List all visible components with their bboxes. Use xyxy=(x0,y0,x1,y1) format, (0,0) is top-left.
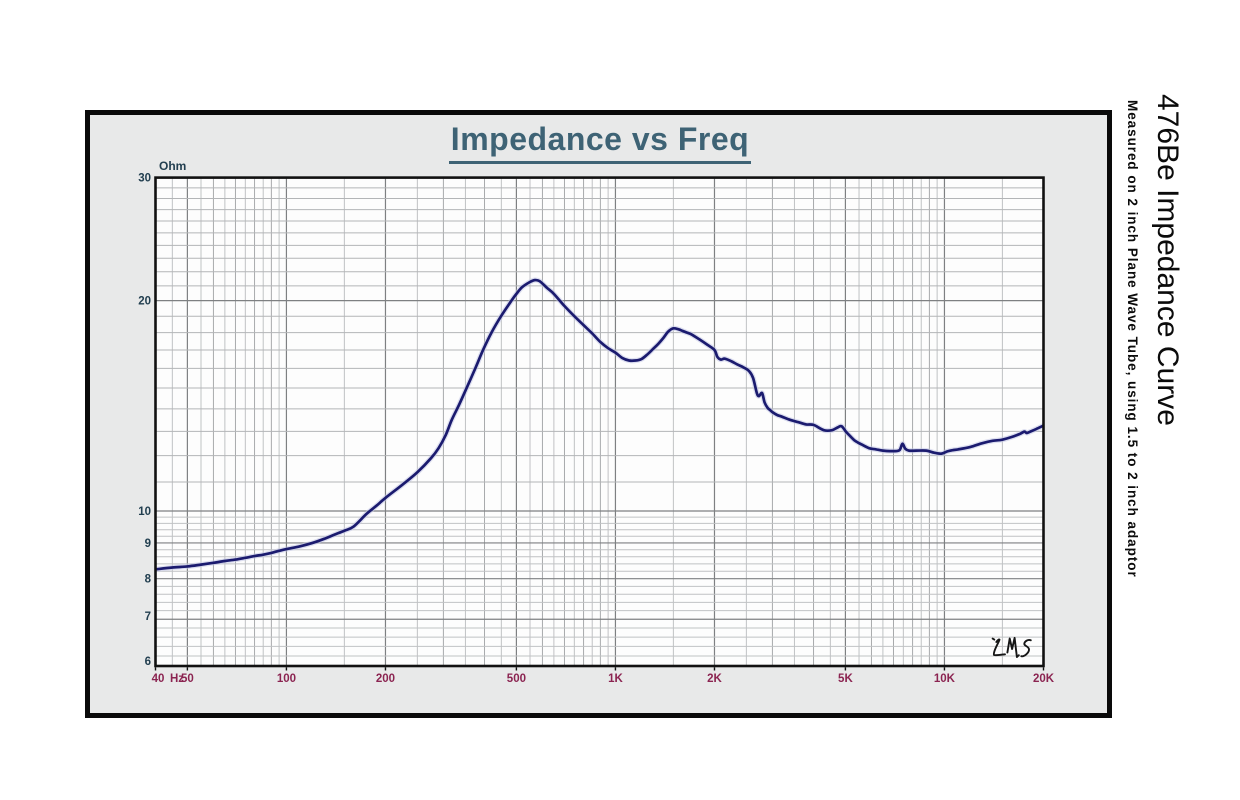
x-tick-label-20K: 20K xyxy=(1033,673,1055,685)
y-tick-label-20: 20 xyxy=(138,296,151,308)
side-subtitle: Measured on 2 inch Plane Wave Tube, usin… xyxy=(1125,100,1140,578)
x-axis-unit-label: Hz xyxy=(170,673,184,685)
grid-lines xyxy=(155,177,1044,666)
y-tick-label-10: 10 xyxy=(138,506,151,518)
y-tick-label-9: 9 xyxy=(145,538,151,550)
signature-dot xyxy=(991,637,996,641)
side-title: 476Be Impedance Curve xyxy=(1151,94,1184,426)
x-tick-label-5K: 5K xyxy=(838,673,853,685)
impedance-curve-line xyxy=(155,278,1044,571)
x-tick-label-10K: 10K xyxy=(934,673,956,685)
x-tick-label-2K: 2K xyxy=(707,673,722,685)
chart-title-text: Impedance vs Freq xyxy=(448,121,752,164)
signature-S xyxy=(1020,639,1032,658)
x-tick-label-1K: 1K xyxy=(608,673,623,685)
x-tick-label-50: 50 xyxy=(181,673,194,685)
impedance-curve xyxy=(155,277,1044,572)
y-tick-label-30: 30 xyxy=(138,173,151,185)
x-tick-label-200: 200 xyxy=(376,673,395,685)
plot-background xyxy=(155,177,1044,666)
x-tick-label-40: 40 xyxy=(152,673,165,685)
signature-L xyxy=(992,638,1006,657)
y-tick-label-6: 6 xyxy=(145,656,151,668)
y-tick-label-7: 7 xyxy=(145,611,151,623)
x-tick-label-500: 500 xyxy=(507,673,526,685)
chart-title: Impedance vs Freq xyxy=(0,121,1200,164)
lms-signature xyxy=(991,636,1032,658)
y-axis-unit-label: Ohm xyxy=(159,159,186,173)
x-tick-label-100: 100 xyxy=(277,673,296,685)
y-tick-label-8: 8 xyxy=(145,574,152,586)
axis-labels: 30 20 10 9 8 7 6 Ohm 40 50 100 200 500 1K 2K 5K 10K 20K Hz xyxy=(138,159,1055,685)
signature-M xyxy=(1006,636,1020,658)
plot-border xyxy=(154,176,1045,668)
